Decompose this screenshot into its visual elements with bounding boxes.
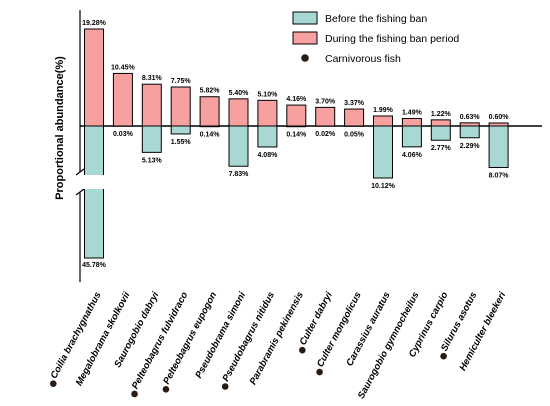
value-label-before: 4.06% xyxy=(402,152,423,159)
bar-before-ban xyxy=(373,125,393,179)
category-label: Parabramis pekinensis xyxy=(248,290,306,387)
value-label-during: 0.63% xyxy=(460,114,481,121)
bar-before-ban xyxy=(401,125,422,148)
value-label-during: 1.22% xyxy=(431,111,452,118)
category-label: Coilia brachygnathus xyxy=(49,290,104,380)
bar-before-ban xyxy=(488,125,509,168)
bar-before-ban xyxy=(170,125,191,135)
category-label: Pseudobagrus nitidus xyxy=(220,290,277,383)
legend-entry: Before the fishing ban xyxy=(325,13,427,25)
bar-before-ban xyxy=(141,125,162,153)
carnivorous-marker xyxy=(49,380,57,388)
carnivorous-marker xyxy=(162,386,170,393)
bar-during-ban xyxy=(257,99,278,127)
bar-before-ban xyxy=(459,125,480,139)
value-label-during: 7.75% xyxy=(171,78,192,85)
value-label-before: 0.02% xyxy=(315,131,336,138)
value-label-during: 1.99% xyxy=(373,107,394,114)
bar-before-ban-lower xyxy=(84,187,104,259)
value-label-during: 5.40% xyxy=(229,90,250,97)
legend: Before the fishing ban During the fishing… xyxy=(292,11,459,65)
value-label-during: 3.37% xyxy=(344,100,365,107)
value-label-before: 8.07% xyxy=(489,172,510,179)
legend-entry: During the fishing ban period xyxy=(325,33,459,45)
carnivorous-marker xyxy=(440,352,447,360)
bar-during-ban xyxy=(112,72,133,127)
value-label-during: 8.31% xyxy=(142,75,163,82)
carnivorous-marker xyxy=(131,390,138,398)
value-label-before: 1.55% xyxy=(171,139,192,146)
value-label-during: 4.16% xyxy=(286,96,307,103)
value-label-during: 0.60% xyxy=(489,114,510,121)
value-labels: 19.28% 45.78% 10.45% 0.03% 8.31% 5.13% 7.75% 1.… xyxy=(82,20,509,269)
value-label-before: 0.14% xyxy=(200,132,221,139)
value-label-before: 5.13% xyxy=(142,157,163,164)
bar-before-ban xyxy=(199,125,220,128)
bar-during-ban xyxy=(170,86,191,127)
category-label: Pelteobagrus fulvidraco xyxy=(130,290,191,391)
carnivorous-marker xyxy=(221,383,229,390)
bar-before-ban xyxy=(84,125,104,177)
bar-break-gap xyxy=(82,175,106,189)
bar-during-ban xyxy=(286,104,307,127)
bar-before-ban xyxy=(430,125,451,141)
value-label-during: 5.10% xyxy=(257,91,278,98)
bar-during-ban xyxy=(228,98,249,127)
y-axis-label: Proportional abundance(%) xyxy=(54,56,66,200)
value-label-before: 2.29% xyxy=(460,143,481,150)
bar-before-ban xyxy=(257,125,278,148)
legend-dot xyxy=(301,54,309,62)
bar-before-ban xyxy=(286,125,307,128)
value-label-during: 1.49% xyxy=(402,110,423,117)
value-label-before: 0.05% xyxy=(344,131,365,138)
value-label-before: 0.03% xyxy=(113,131,134,138)
bar-during-ban xyxy=(141,83,162,127)
legend-swatch xyxy=(292,11,318,25)
value-label-before: 45.78% xyxy=(82,262,107,269)
category-label: Pelteobagrus eupogon xyxy=(161,290,219,386)
bar-during-ban xyxy=(401,118,422,127)
value-label-before: 7.83% xyxy=(229,171,250,178)
bar-during-ban xyxy=(84,28,104,127)
value-label-during: 10.45% xyxy=(111,64,136,71)
carnivorous-marker xyxy=(316,368,323,376)
value-label-during: 19.28% xyxy=(82,20,107,27)
legend-swatch xyxy=(292,31,318,45)
bars xyxy=(82,28,509,259)
value-label-before: 2.77% xyxy=(431,145,452,152)
value-label-before: 10.12% xyxy=(371,183,396,190)
legend-entry: Carnivorous fish xyxy=(325,53,401,65)
axis-break-mark xyxy=(75,168,85,196)
value-label-before: 0.14% xyxy=(286,132,307,139)
bar-during-ban xyxy=(373,115,393,127)
bar-during-ban xyxy=(315,106,336,127)
carnivorous-marker xyxy=(299,346,306,354)
category-label: Megalobrama skolkovii xyxy=(74,290,133,388)
bar-during-ban xyxy=(430,119,451,127)
bar-during-ban xyxy=(344,108,365,127)
bar-before-ban xyxy=(228,125,249,167)
value-label-during: 3.70% xyxy=(315,98,336,105)
value-label-during: 5.82% xyxy=(200,88,221,95)
value-label-before: 4.08% xyxy=(257,152,278,159)
bar-during-ban xyxy=(199,96,220,127)
